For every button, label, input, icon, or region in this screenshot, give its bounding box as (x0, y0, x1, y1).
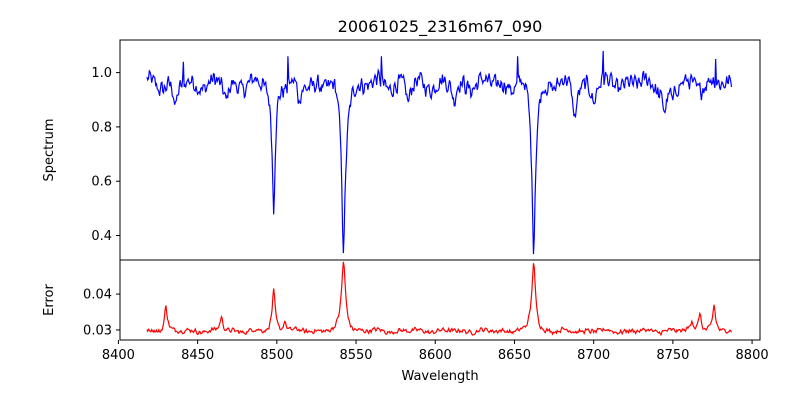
x-tick-label: 8600 (419, 348, 452, 363)
x-tick-label: 8550 (339, 348, 372, 363)
x-tick-label: 8700 (577, 348, 610, 363)
x-tick-label: 8400 (102, 348, 135, 363)
error-y-ticks: 0.03 0.04 (83, 288, 120, 338)
spectrum-ylabel: Spectrum (42, 119, 57, 182)
x-tick-label: 8750 (656, 348, 689, 363)
spectrum-y-tick-label: 0.4 (91, 229, 112, 244)
error-axes-frame (119, 259, 761, 341)
error-y-tick-label: 0.04 (83, 288, 112, 303)
x-axis-label: Wavelength (401, 369, 478, 384)
error-series-line (146, 261, 733, 337)
spectrum-y-tick-label: 0.6 (91, 175, 112, 190)
x-axis-ticks: 8400 8450 8500 8550 8600 8650 8700 8750 8800 (102, 340, 769, 363)
x-tick-label: 8450 (181, 348, 214, 363)
spectrum-y-ticks: 0.4 0.6 0.8 1.0 (91, 66, 120, 244)
x-tick-label: 8650 (498, 348, 531, 363)
x-tick-label: 8800 (736, 348, 769, 363)
error-y-tick-label: 0.03 (83, 323, 112, 338)
error-panel: Error 0.03 0.04 (42, 259, 761, 341)
spectrum-y-tick-label: 1.0 (91, 66, 112, 81)
error-ylabel: Error (42, 284, 57, 316)
x-tick-label: 8500 (260, 348, 293, 363)
chart-title: 20061025_2316m67_090 (338, 17, 543, 37)
spectrum-series-line (146, 50, 733, 255)
spectrum-y-tick-label: 0.8 (91, 120, 112, 135)
